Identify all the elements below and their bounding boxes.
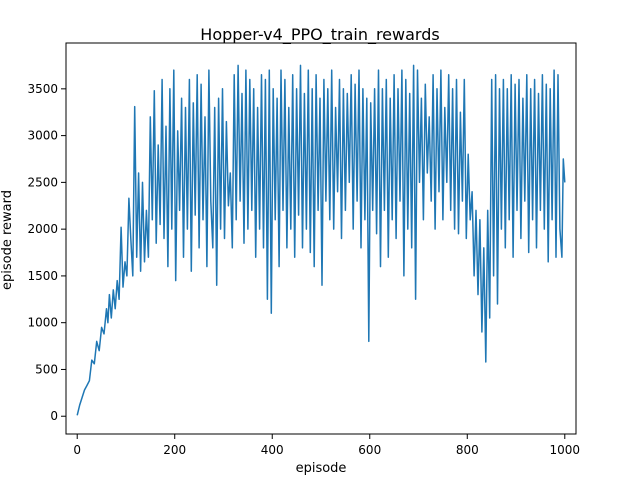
plot-frame (65, 42, 577, 435)
x-tick-label: 1000 (550, 443, 581, 457)
x-tick-label: 0 (73, 443, 81, 457)
x-axis-ticks: 0 200 400 600 800 1000 (73, 434, 580, 457)
series-line (76, 64, 566, 416)
y-tick-label: 3000 (27, 129, 58, 143)
y-tick-label: 2500 (27, 175, 58, 189)
y-tick-label: 3500 (27, 82, 58, 96)
y-axis-label: episode reward (0, 190, 15, 290)
x-tick-label: 800 (456, 443, 479, 457)
x-tick-label: 200 (163, 443, 186, 457)
y-tick-label: 0 (50, 409, 58, 423)
y-axis-ticks: 0 500 1000 1500 2000 2500 3000 3500 (27, 82, 66, 423)
chart-title: Hopper-v4_PPO_train_rewards (200, 25, 439, 45)
y-tick-label: 1500 (27, 269, 58, 283)
x-tick-label: 400 (261, 443, 284, 457)
y-tick-label: 2000 (27, 222, 58, 236)
x-tick-label: 600 (358, 443, 381, 457)
y-tick-label: 500 (35, 362, 58, 376)
y-tick-label: 1000 (27, 316, 58, 330)
x-axis-label: episode (296, 461, 347, 476)
